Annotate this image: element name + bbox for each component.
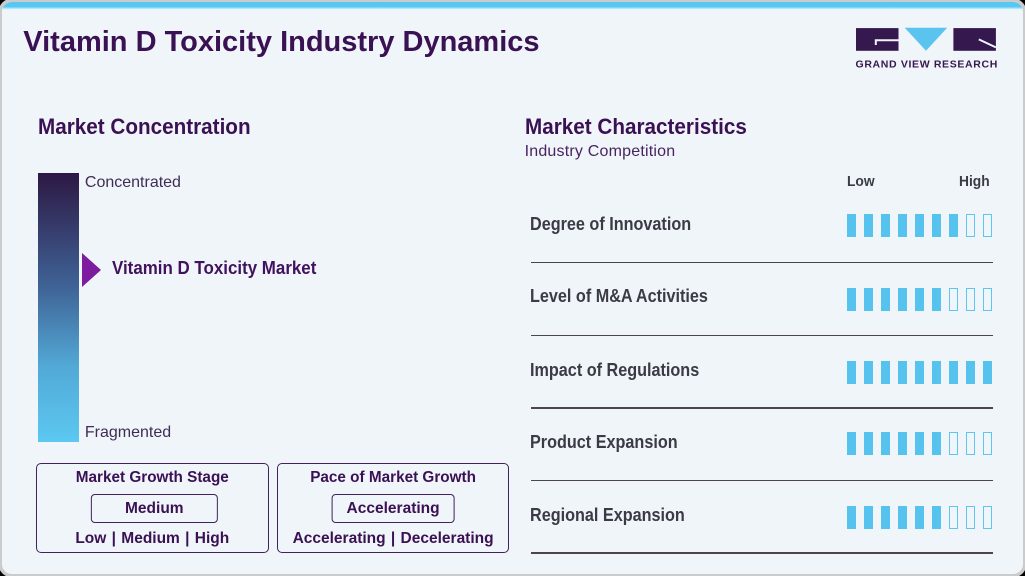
svg-text:GRAND VIEW RESEARCH: GRAND VIEW RESEARCH — [856, 58, 998, 70]
